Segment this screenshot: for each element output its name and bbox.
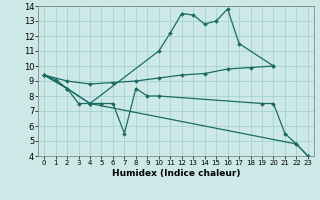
X-axis label: Humidex (Indice chaleur): Humidex (Indice chaleur): [112, 169, 240, 178]
